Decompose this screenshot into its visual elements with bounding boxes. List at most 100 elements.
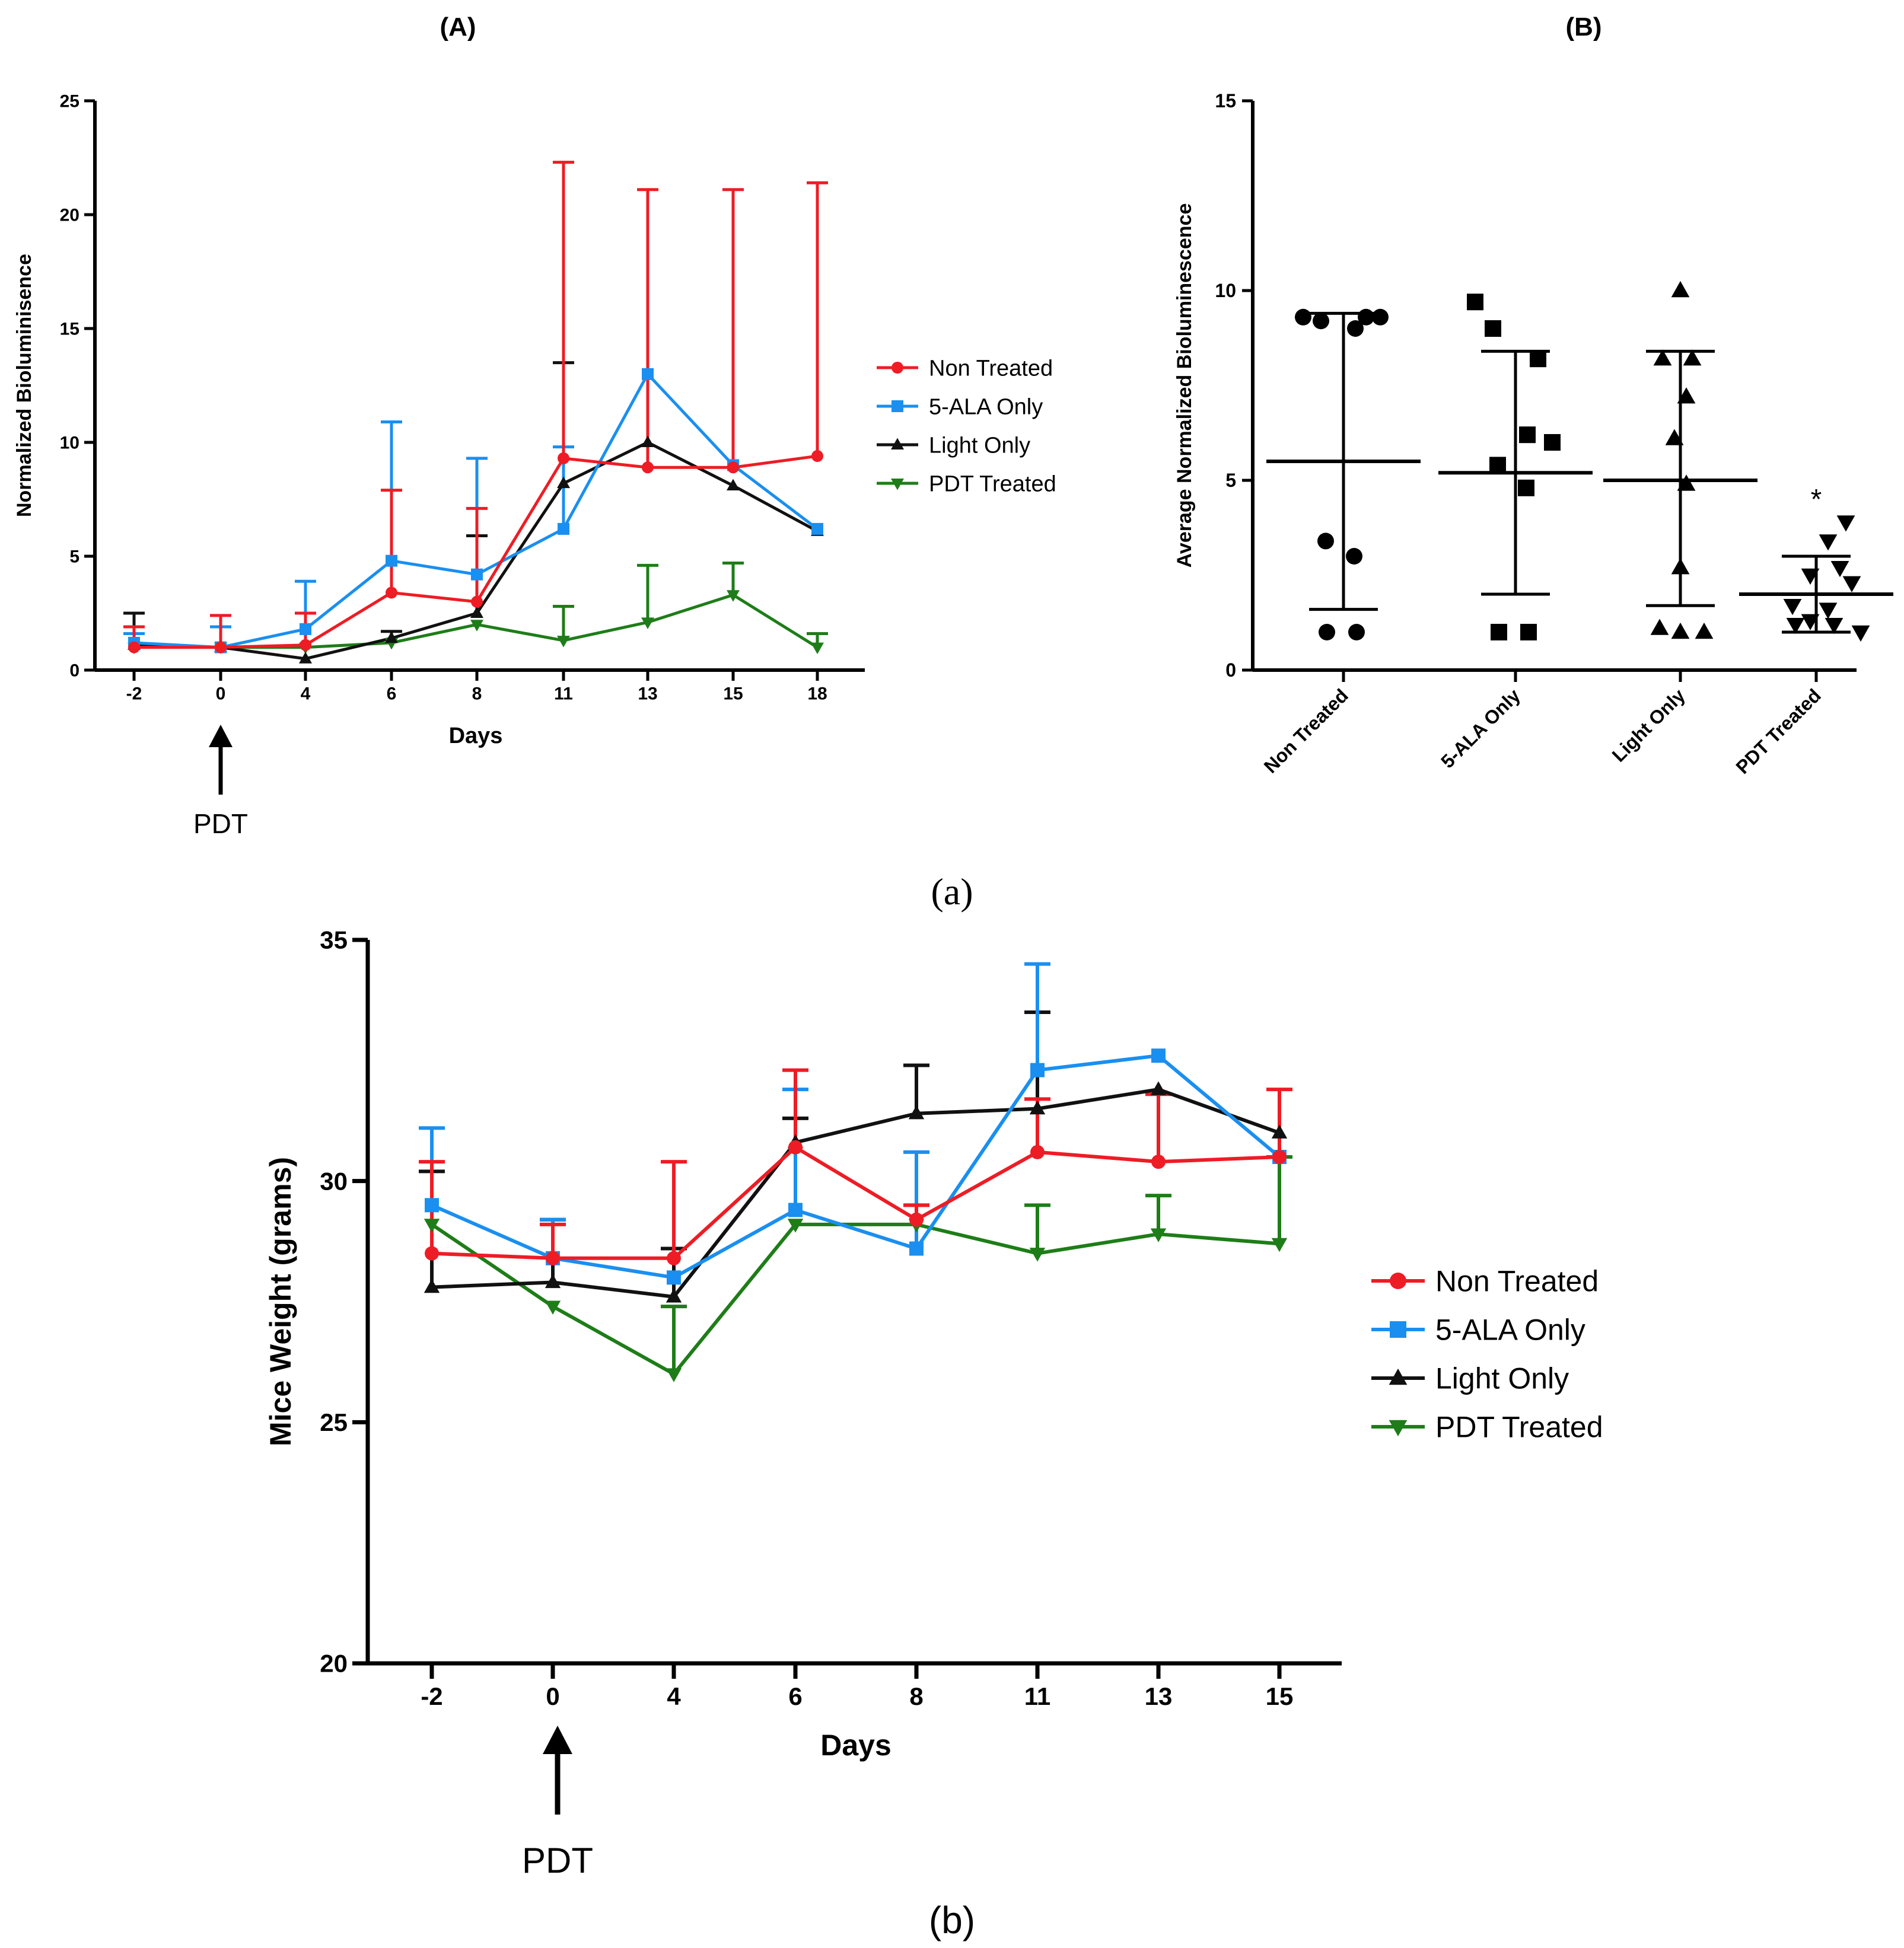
non-treated-point bbox=[128, 641, 140, 653]
5-ala-only-point bbox=[1467, 294, 1483, 311]
y-tick-label: 10 bbox=[60, 433, 79, 453]
5-ala-only-point bbox=[667, 1270, 681, 1285]
legend-light-only-label: Light Only bbox=[1435, 1362, 1569, 1395]
5-ala-only-point bbox=[1519, 426, 1536, 444]
legend-light-only-marker bbox=[1389, 1368, 1408, 1385]
5-ala-only-point bbox=[788, 1203, 803, 1217]
non-treated-point bbox=[386, 586, 397, 599]
non-treated-point bbox=[1348, 624, 1365, 640]
non-treated-point bbox=[1319, 624, 1335, 640]
pdt-treated-point bbox=[1825, 618, 1843, 635]
pdt-treated-significance-annotation: * bbox=[1811, 484, 1822, 515]
non-treated-point bbox=[667, 1251, 681, 1265]
legend-5-ala-only-marker bbox=[1390, 1321, 1406, 1338]
y-tick-label: 0 bbox=[1225, 659, 1236, 681]
caption-b: (b) bbox=[929, 1899, 975, 1941]
light-only-point bbox=[1029, 1100, 1046, 1115]
legend-5-ala-only-label: 5-ALA Only bbox=[929, 394, 1043, 419]
5-ala-only-point bbox=[1544, 434, 1561, 451]
5-ala-only-point bbox=[1489, 457, 1506, 474]
x-tick-label: 15 bbox=[723, 684, 743, 704]
x-tick-label: 6 bbox=[387, 684, 397, 704]
5-ala-only-point bbox=[471, 568, 483, 581]
panel-a-label: (A) bbox=[440, 12, 476, 42]
non-treated-point bbox=[1030, 1144, 1045, 1159]
x-tick-label: 15 bbox=[1266, 1682, 1294, 1710]
5-ala-only-point bbox=[300, 623, 311, 635]
non-treated-point bbox=[215, 641, 227, 653]
5-ala-only-point bbox=[558, 522, 569, 535]
weight-x-axis-title: Days bbox=[820, 1729, 891, 1762]
panel-a-pdt-annotation: PDT bbox=[193, 808, 248, 839]
legend-light-only-label: Light Only bbox=[929, 433, 1030, 458]
light-only-point bbox=[424, 1279, 440, 1293]
light-only-point bbox=[545, 1274, 561, 1289]
panel-a-legend: Non Treated 5-ALA Only Light Only PDT Treat… bbox=[877, 356, 1056, 496]
panel-a-x-axis-title: Days bbox=[449, 723, 503, 748]
legend-non-treated-label: Non Treated bbox=[929, 356, 1053, 381]
pdt-treated-point bbox=[1150, 1228, 1167, 1242]
legend-5-ala-only-label: 5-ALA Only bbox=[1435, 1313, 1585, 1347]
pdt-treated-point bbox=[1029, 1248, 1046, 1262]
5-ala-only-point bbox=[909, 1241, 924, 1256]
non-treated-point bbox=[471, 595, 483, 608]
y-tick-label: 15 bbox=[1215, 90, 1236, 111]
y-tick-label: 25 bbox=[60, 92, 79, 111]
pdt-treated-point bbox=[811, 642, 824, 655]
legend-non-treated-marker bbox=[891, 362, 903, 374]
pdt-treated-point bbox=[787, 1219, 804, 1233]
y-tick-label: 5 bbox=[1225, 470, 1236, 491]
light-only-point bbox=[1271, 1124, 1288, 1139]
non-treated-point bbox=[1295, 308, 1311, 326]
legend-pdt-treated-label: PDT Treated bbox=[1435, 1411, 1603, 1444]
5-ala-only-point bbox=[425, 1198, 439, 1213]
light-only-point bbox=[641, 435, 654, 447]
non-treated-point bbox=[1272, 1150, 1287, 1164]
5-ala-only-line bbox=[431, 1054, 1281, 1280]
x-tick-label: 11 bbox=[554, 684, 573, 704]
legend-pdt-treated-marker bbox=[891, 479, 904, 490]
pdt-treated-point bbox=[641, 617, 654, 629]
non-treated-point bbox=[546, 1251, 560, 1265]
5-ala-only-point bbox=[1030, 1063, 1045, 1077]
caption-a: (a) bbox=[931, 871, 973, 913]
y-tick-label: 35 bbox=[320, 926, 348, 954]
pdt-treated-point bbox=[1819, 534, 1838, 551]
light-only-point bbox=[908, 1105, 925, 1120]
pdt-treated-point bbox=[1851, 625, 1870, 642]
x-tick-label: 6 bbox=[788, 1682, 802, 1710]
5-ala-only-point bbox=[1518, 479, 1534, 496]
pdt-treated-point bbox=[1842, 576, 1861, 592]
x-tick-label: 0 bbox=[546, 1682, 559, 1710]
y-tick-label: 25 bbox=[320, 1408, 348, 1436]
5-ala-only-point bbox=[1151, 1048, 1166, 1063]
pdt-treated-point bbox=[470, 620, 483, 632]
non-treated-point bbox=[1346, 548, 1362, 565]
non-treated-point bbox=[727, 461, 739, 474]
x-tick-label: -2 bbox=[126, 684, 142, 704]
panel-b-weight-chart: 20 25 30 35 -2 0 4 6 8 11 13 15 Mice Weight (grams… bbox=[264, 926, 1603, 1880]
legend-5-ala-only-marker bbox=[891, 400, 903, 412]
panel-a-line-chart: (A) 0 5 10 15 20 25 -2 0 4 6 8 11 13 15 18 Normalized… bbox=[13, 12, 1056, 839]
pdt-treated-point bbox=[727, 590, 740, 602]
y-tick-label: 20 bbox=[320, 1650, 348, 1678]
pdt-treated-point bbox=[666, 1368, 682, 1382]
x-tick-label: 0 bbox=[216, 684, 226, 704]
x-tick-label: 4 bbox=[301, 684, 311, 704]
non-treated-point bbox=[558, 452, 569, 464]
x-tick-label: 4 bbox=[667, 1682, 681, 1710]
5-ala-only-point bbox=[386, 554, 397, 567]
x-tick-label: 13 bbox=[1145, 1682, 1173, 1710]
legend-pdt-treated-label: PDT Treated bbox=[929, 471, 1056, 496]
panel-a-pdt-arrow-icon bbox=[209, 725, 233, 795]
5-ala-only-point bbox=[1485, 320, 1501, 337]
non-treated-point bbox=[1317, 533, 1334, 550]
non-treated-line bbox=[431, 1145, 1280, 1260]
5-ala-only-point bbox=[1520, 624, 1537, 640]
non-treated-point bbox=[1347, 320, 1364, 337]
non-treated-point bbox=[811, 450, 823, 463]
non-treated-point bbox=[1313, 313, 1329, 330]
non-treated-point bbox=[425, 1246, 439, 1261]
y-tick-label: 20 bbox=[60, 206, 79, 225]
pdt-treated-point bbox=[1783, 599, 1802, 616]
